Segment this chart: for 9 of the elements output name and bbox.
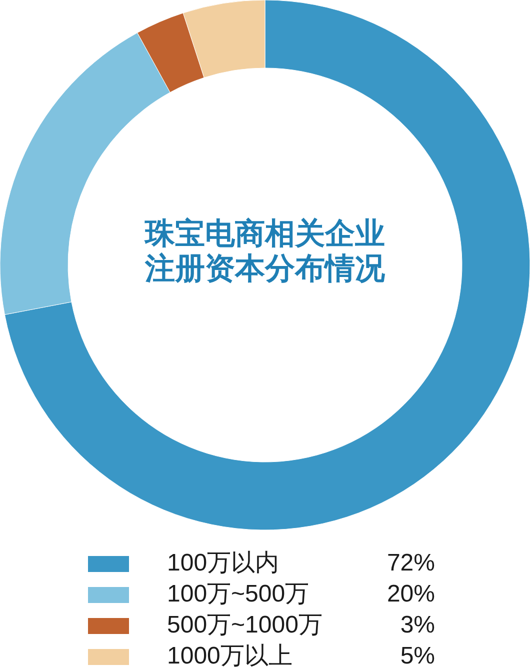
data-label: 20% <box>386 580 435 608</box>
legend-label: 500万~1000万 <box>167 611 322 638</box>
legend-label: 100万以内 <box>167 549 280 576</box>
data-label: 72% <box>386 549 435 576</box>
text: 珠宝电商相关企业注册资本分布情况 <box>144 216 386 286</box>
legend-label: 1000万以上 <box>167 642 292 670</box>
data-label: 3% <box>400 611 435 638</box>
legend-label: 100万~500万 <box>167 580 310 608</box>
data-label: 5% <box>400 642 435 670</box>
